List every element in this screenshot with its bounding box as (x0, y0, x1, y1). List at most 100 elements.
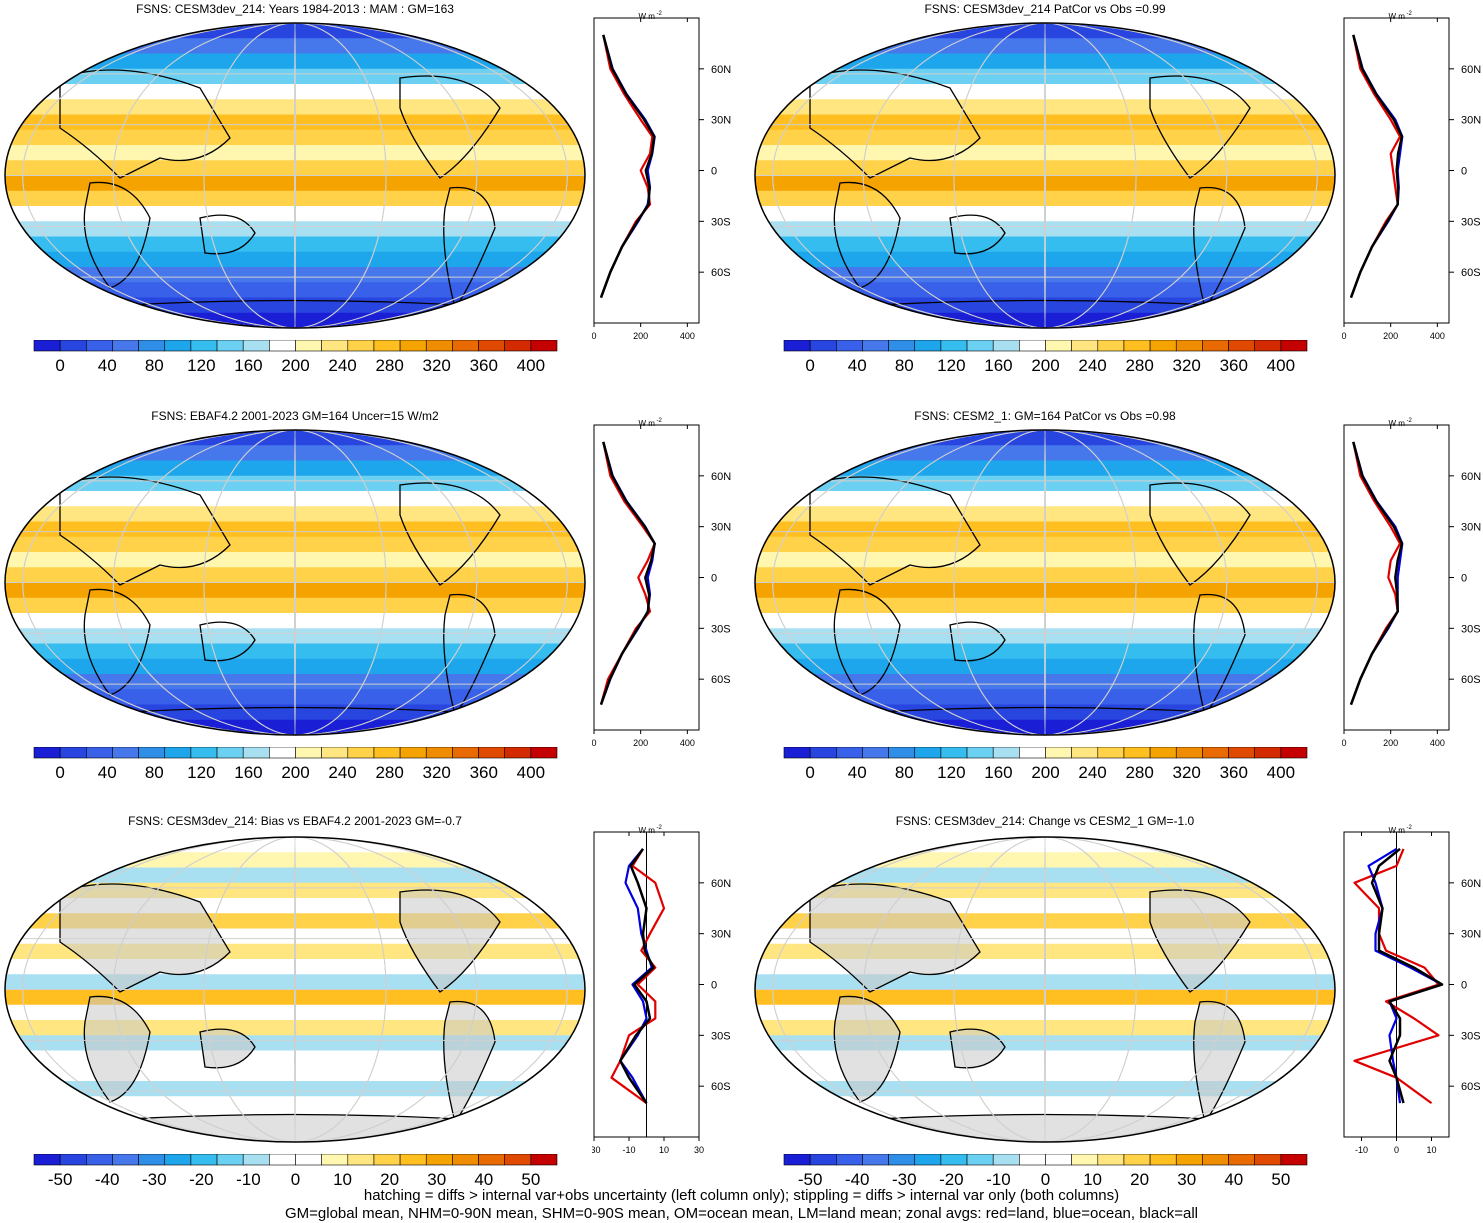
map-robinson (754, 22, 1336, 329)
colorbar-tick-label: 120 (187, 763, 215, 782)
colorbar-tick-label: 40 (848, 356, 867, 375)
lat-tick-label: 60S (1461, 674, 1481, 686)
continent-outline (443, 186, 496, 310)
colorbar-swatch (216, 340, 244, 352)
colorbar-swatch (1071, 1154, 1099, 1166)
continent-outline (443, 593, 496, 717)
colorbar-swatch (966, 747, 994, 759)
zonal-unit-exponent: -2 (657, 11, 663, 17)
colorbar-swatch (1254, 340, 1282, 352)
colorbar-swatch (783, 747, 811, 759)
graticule-lon (112, 23, 478, 328)
graticule-lon (22, 23, 568, 328)
colorbar-tick-label: 40 (1224, 1170, 1243, 1189)
zonal-unit-label: W m (1389, 12, 1406, 21)
graticule-lon (294, 430, 296, 735)
zonal-x-tick-label: 200 (1383, 331, 1398, 341)
colorbar-swatch (242, 1154, 270, 1166)
colorbar-tick-label: 320 (1173, 763, 1201, 782)
continent-outline (1193, 593, 1246, 717)
colorbar-tick-label: 360 (470, 763, 498, 782)
zonal-x-tick-label: 0 (592, 738, 597, 748)
colorbar-swatch (59, 340, 87, 352)
zonal-unit-label: W m (1389, 826, 1406, 835)
lat-tick-label: 60N (1461, 64, 1481, 76)
colorbar-swatch (1149, 747, 1177, 759)
continent-outline (833, 181, 901, 289)
colorbar-swatch (347, 340, 375, 352)
continent-outline (809, 476, 981, 586)
lat-tick-label: 0 (1461, 573, 1467, 585)
colorbar: 0 40 80 120 160 200 240 280 320 360 400 (783, 340, 1308, 375)
panel-title: FSNS: CESM3dev_214: Bias vs EBAF4.2 2001… (128, 814, 462, 828)
continent-outline (443, 1000, 496, 1124)
colorbar-swatch (1202, 340, 1229, 352)
colorbar-swatch (530, 747, 558, 759)
colorbar-swatch (1019, 1154, 1046, 1166)
continent-outline (1149, 482, 1251, 586)
colorbar-tick-label: 320 (423, 356, 451, 375)
colorbar-swatch (164, 340, 192, 352)
graticule-lon (953, 23, 1137, 328)
colorbar-swatch (1123, 1154, 1151, 1166)
colorbar-swatch (86, 747, 113, 759)
colorbar-tick-label: 280 (375, 356, 403, 375)
colorbar-swatch (1097, 747, 1125, 759)
zonal-x-tick-label: 400 (680, 331, 695, 341)
lat-tick-label: 30S (711, 216, 731, 228)
colorbar-swatch (399, 1154, 427, 1166)
graticule-lon (112, 430, 478, 735)
colorbar-tick-label: 240 (328, 763, 356, 782)
colorbar-tick-label: -10 (236, 1170, 261, 1189)
colorbar-tick-label: 160 (984, 356, 1012, 375)
colorbar-swatch (992, 1154, 1020, 1166)
colorbar-swatch (478, 1154, 505, 1166)
colorbar-swatch (164, 747, 192, 759)
colorbar-tick-label: 120 (937, 763, 965, 782)
colorbar-swatch (86, 1154, 113, 1166)
zonal-series-all (599, 34, 656, 299)
graticule-lon (294, 837, 296, 1142)
colorbar-swatch (33, 340, 61, 352)
colorbar-swatch (504, 340, 532, 352)
graticule-lon (953, 430, 1137, 735)
lat-tick-label: 30N (711, 929, 731, 941)
graticule-lon (22, 837, 568, 1142)
map-border (754, 429, 1336, 736)
colorbar-tick-label: 240 (1078, 763, 1106, 782)
zonal-x-tick-label: -10 (622, 1145, 635, 1155)
panel-model-patcor: FSNS: CESM3dev_214 PatCor vs Obs =0.99 60… (750, 0, 1483, 395)
colorbar-swatch (112, 1154, 139, 1166)
colorbar-tick-label: 20 (1130, 1170, 1149, 1189)
colorbar-swatch (138, 340, 166, 352)
colorbar-swatch (1149, 1154, 1177, 1166)
colorbar-tick-label: 0 (55, 763, 64, 782)
zonal-series-land (1353, 848, 1440, 1104)
colorbar-swatch (1045, 340, 1072, 352)
colorbar-swatch (940, 747, 968, 759)
colorbar-swatch (1045, 747, 1072, 759)
colorbar-tick-label: 40 (474, 1170, 493, 1189)
lat-tick-label: 0 (1461, 980, 1467, 992)
colorbar-tick-label: 400 (517, 356, 545, 375)
colorbar-tick-label: 0 (805, 356, 814, 375)
colorbar-swatch (862, 747, 889, 759)
colorbar-tick-label: -30 (892, 1170, 917, 1189)
continent-outline (1149, 889, 1251, 993)
colorbar-swatch (216, 1154, 244, 1166)
zonal-unit-label: W m (639, 826, 656, 835)
colorbar-swatch (992, 340, 1020, 352)
colorbar-swatch (269, 340, 296, 352)
colorbar-tick-label: 160 (234, 763, 262, 782)
colorbar-swatch (425, 747, 453, 759)
colorbar-swatch (1254, 747, 1282, 759)
colorbar: -50 -40 -30 -20 -10 0 10 20 30 40 50 (783, 1154, 1308, 1189)
colorbar-swatch (1123, 747, 1151, 759)
graticule-lon (1044, 430, 1046, 735)
colorbar-swatch (836, 747, 863, 759)
colorbar-tick-label: 160 (234, 356, 262, 375)
colorbar-tick-label: -10 (986, 1170, 1011, 1189)
colorbar-swatch (1097, 1154, 1125, 1166)
map-robinson (754, 836, 1336, 1143)
continent-outline (1149, 75, 1251, 179)
